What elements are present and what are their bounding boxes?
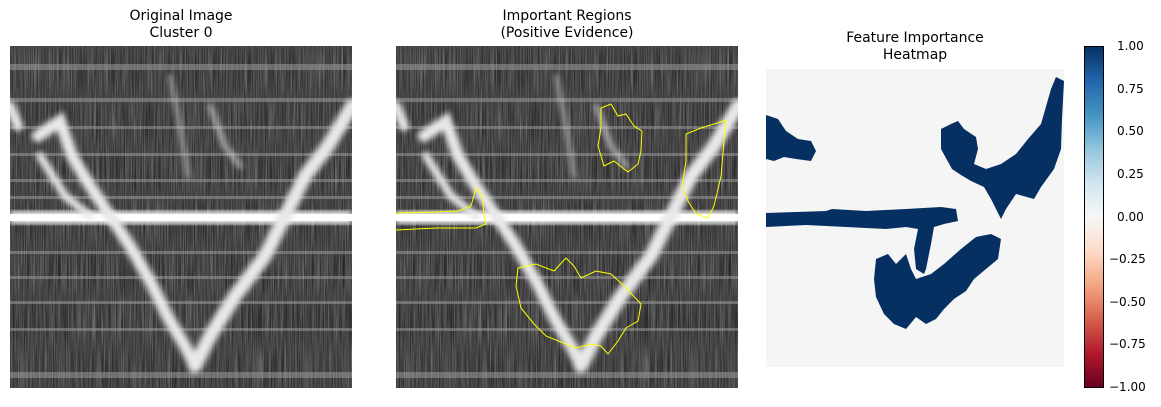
- feature-importance-heatmap: [766, 69, 1064, 367]
- colorbar-tick-label: 0.50: [1117, 124, 1144, 138]
- colorbar-tick-label: −1.00: [1109, 380, 1146, 394]
- colorbar-gradient: [1084, 46, 1104, 388]
- original-image-canvas: [10, 46, 352, 388]
- colorbar-tick-label: 1.00: [1117, 39, 1144, 53]
- panel-title-important: Important Regions (Positive Evidence): [500, 8, 634, 41]
- positive-importance-regions: [766, 77, 1064, 329]
- panel-title-heatmap: Feature Importance Heatmap: [846, 30, 984, 63]
- contour-region: [515, 257, 642, 355]
- original-image: [10, 46, 352, 388]
- contour-region: [681, 119, 727, 219]
- colorbar: [1084, 46, 1104, 388]
- positive-evidence-contours: [396, 103, 727, 355]
- colorbar-tick-label: 0.25: [1117, 167, 1144, 181]
- contour-region: [396, 186, 487, 231]
- colorbar-tick-label: −0.50: [1109, 295, 1146, 309]
- contour-region: [597, 103, 643, 173]
- heatmap-canvas: [766, 69, 1064, 367]
- important-regions-image: [396, 46, 738, 388]
- colorbar-tick-label: −0.75: [1109, 337, 1146, 351]
- colorbar-tick-label: 0.75: [1117, 82, 1144, 96]
- important-regions-canvas: [396, 46, 738, 388]
- panel-title-original: Original Image Cluster 0: [129, 8, 233, 41]
- colorbar-tick-label: −0.25: [1109, 252, 1146, 266]
- colorbar-tick-label: 0.00: [1117, 210, 1144, 224]
